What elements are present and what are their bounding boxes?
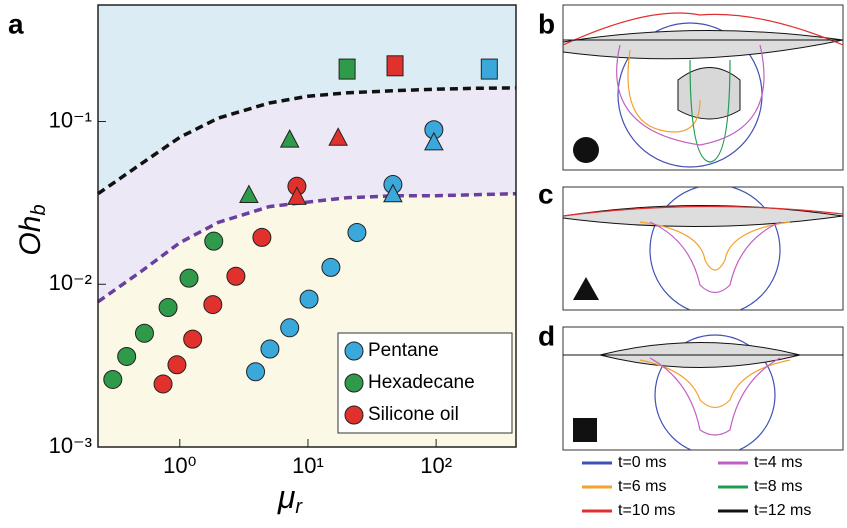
cavity [677,67,741,120]
legend-swatch [344,373,364,393]
marker-circle [167,355,187,375]
marker-circle [252,227,272,247]
marker-circle [103,369,123,389]
time-label: t=0 ms [618,454,666,471]
panel-label: d [538,320,555,351]
interface [689,59,731,163]
x-axis-label: μr [277,479,304,518]
regions [98,5,516,447]
legend-swatch [344,405,364,425]
marker-triangle [279,129,300,148]
time-label: t=6 ms [618,478,666,495]
boundary-curve [96,191,517,304]
marker-circle [347,222,367,242]
interface [627,49,701,133]
plot: 10⁰ 10¹ 10² 10⁻³ 10⁻² 10⁻¹ Pentane Hexadecane Si… [49,55,517,478]
time-label: t=4 ms [754,454,802,471]
x-tick-label: 10⁰ [163,453,196,478]
marker-circle [246,362,266,382]
marker-circle [299,289,319,309]
x-label-sub: r [295,496,303,518]
time-label: t=10 ms [618,502,675,519]
legend-box [337,332,513,434]
time-label: t=12 ms [754,502,811,519]
interface [649,357,781,436]
interface [616,44,765,146]
marker-triangle [383,183,403,203]
marker-square [338,58,356,80]
marker-triangle [287,186,307,205]
panel-c [562,186,844,311]
y-label-sub: b [28,204,50,215]
x-label-main: μ [277,479,296,515]
marker-triangle [328,127,348,146]
icon-square [573,418,597,442]
legend-label: Pentane [368,340,439,361]
marker-circle [280,318,300,338]
marker-triangle [424,131,444,151]
marker-square [480,58,498,80]
y-label-main: Oh [14,216,47,256]
marker-circle [321,257,341,277]
drop-outline [649,187,781,310]
x-tick-label: 10² [420,453,452,478]
y-tick-label: 10⁻³ [49,433,92,458]
marker-circle [226,266,246,286]
interface [649,221,781,294]
interface [563,12,843,46]
y-tick-label: 10⁻² [49,270,92,295]
marker-circle [158,297,178,317]
legend-label: Silicone oil [368,404,459,425]
marker-circle [203,295,223,315]
legend-label: Hexadecane [368,372,475,393]
plot-frame [97,4,517,448]
x-tick-label: 10¹ [292,453,324,478]
panel-b [562,4,844,171]
marker-circle [134,323,154,343]
lens [563,205,843,228]
y-tick-label: 10⁻¹ [49,107,92,132]
icon-circle [573,137,599,163]
marker-circle [204,231,224,251]
panel-label: a [8,8,24,39]
panel-label: b [538,8,555,39]
marker-circle [153,374,173,394]
icon-triangle [573,277,599,300]
boundary-curve [97,86,517,196]
time-legend: t=0 ms t=4 ms t=6 ms t=8 ms t=10 ms t=12 ms [582,454,811,519]
interface [639,359,791,409]
interface [639,221,791,271]
drop-outline [654,334,776,450]
panel-label: c [538,178,554,209]
marker-square [386,55,404,77]
marker-circle [117,346,137,366]
panel-d [562,326,844,451]
interface [563,205,843,217]
marker-circle [183,329,203,349]
marker-circle [260,339,280,359]
y-axis-label: Ohb [14,204,50,255]
marker-circle [179,268,199,288]
marker-triangle [239,184,259,204]
legend-swatch [344,341,364,361]
region [98,5,516,194]
time-label: t=8 ms [754,478,802,495]
